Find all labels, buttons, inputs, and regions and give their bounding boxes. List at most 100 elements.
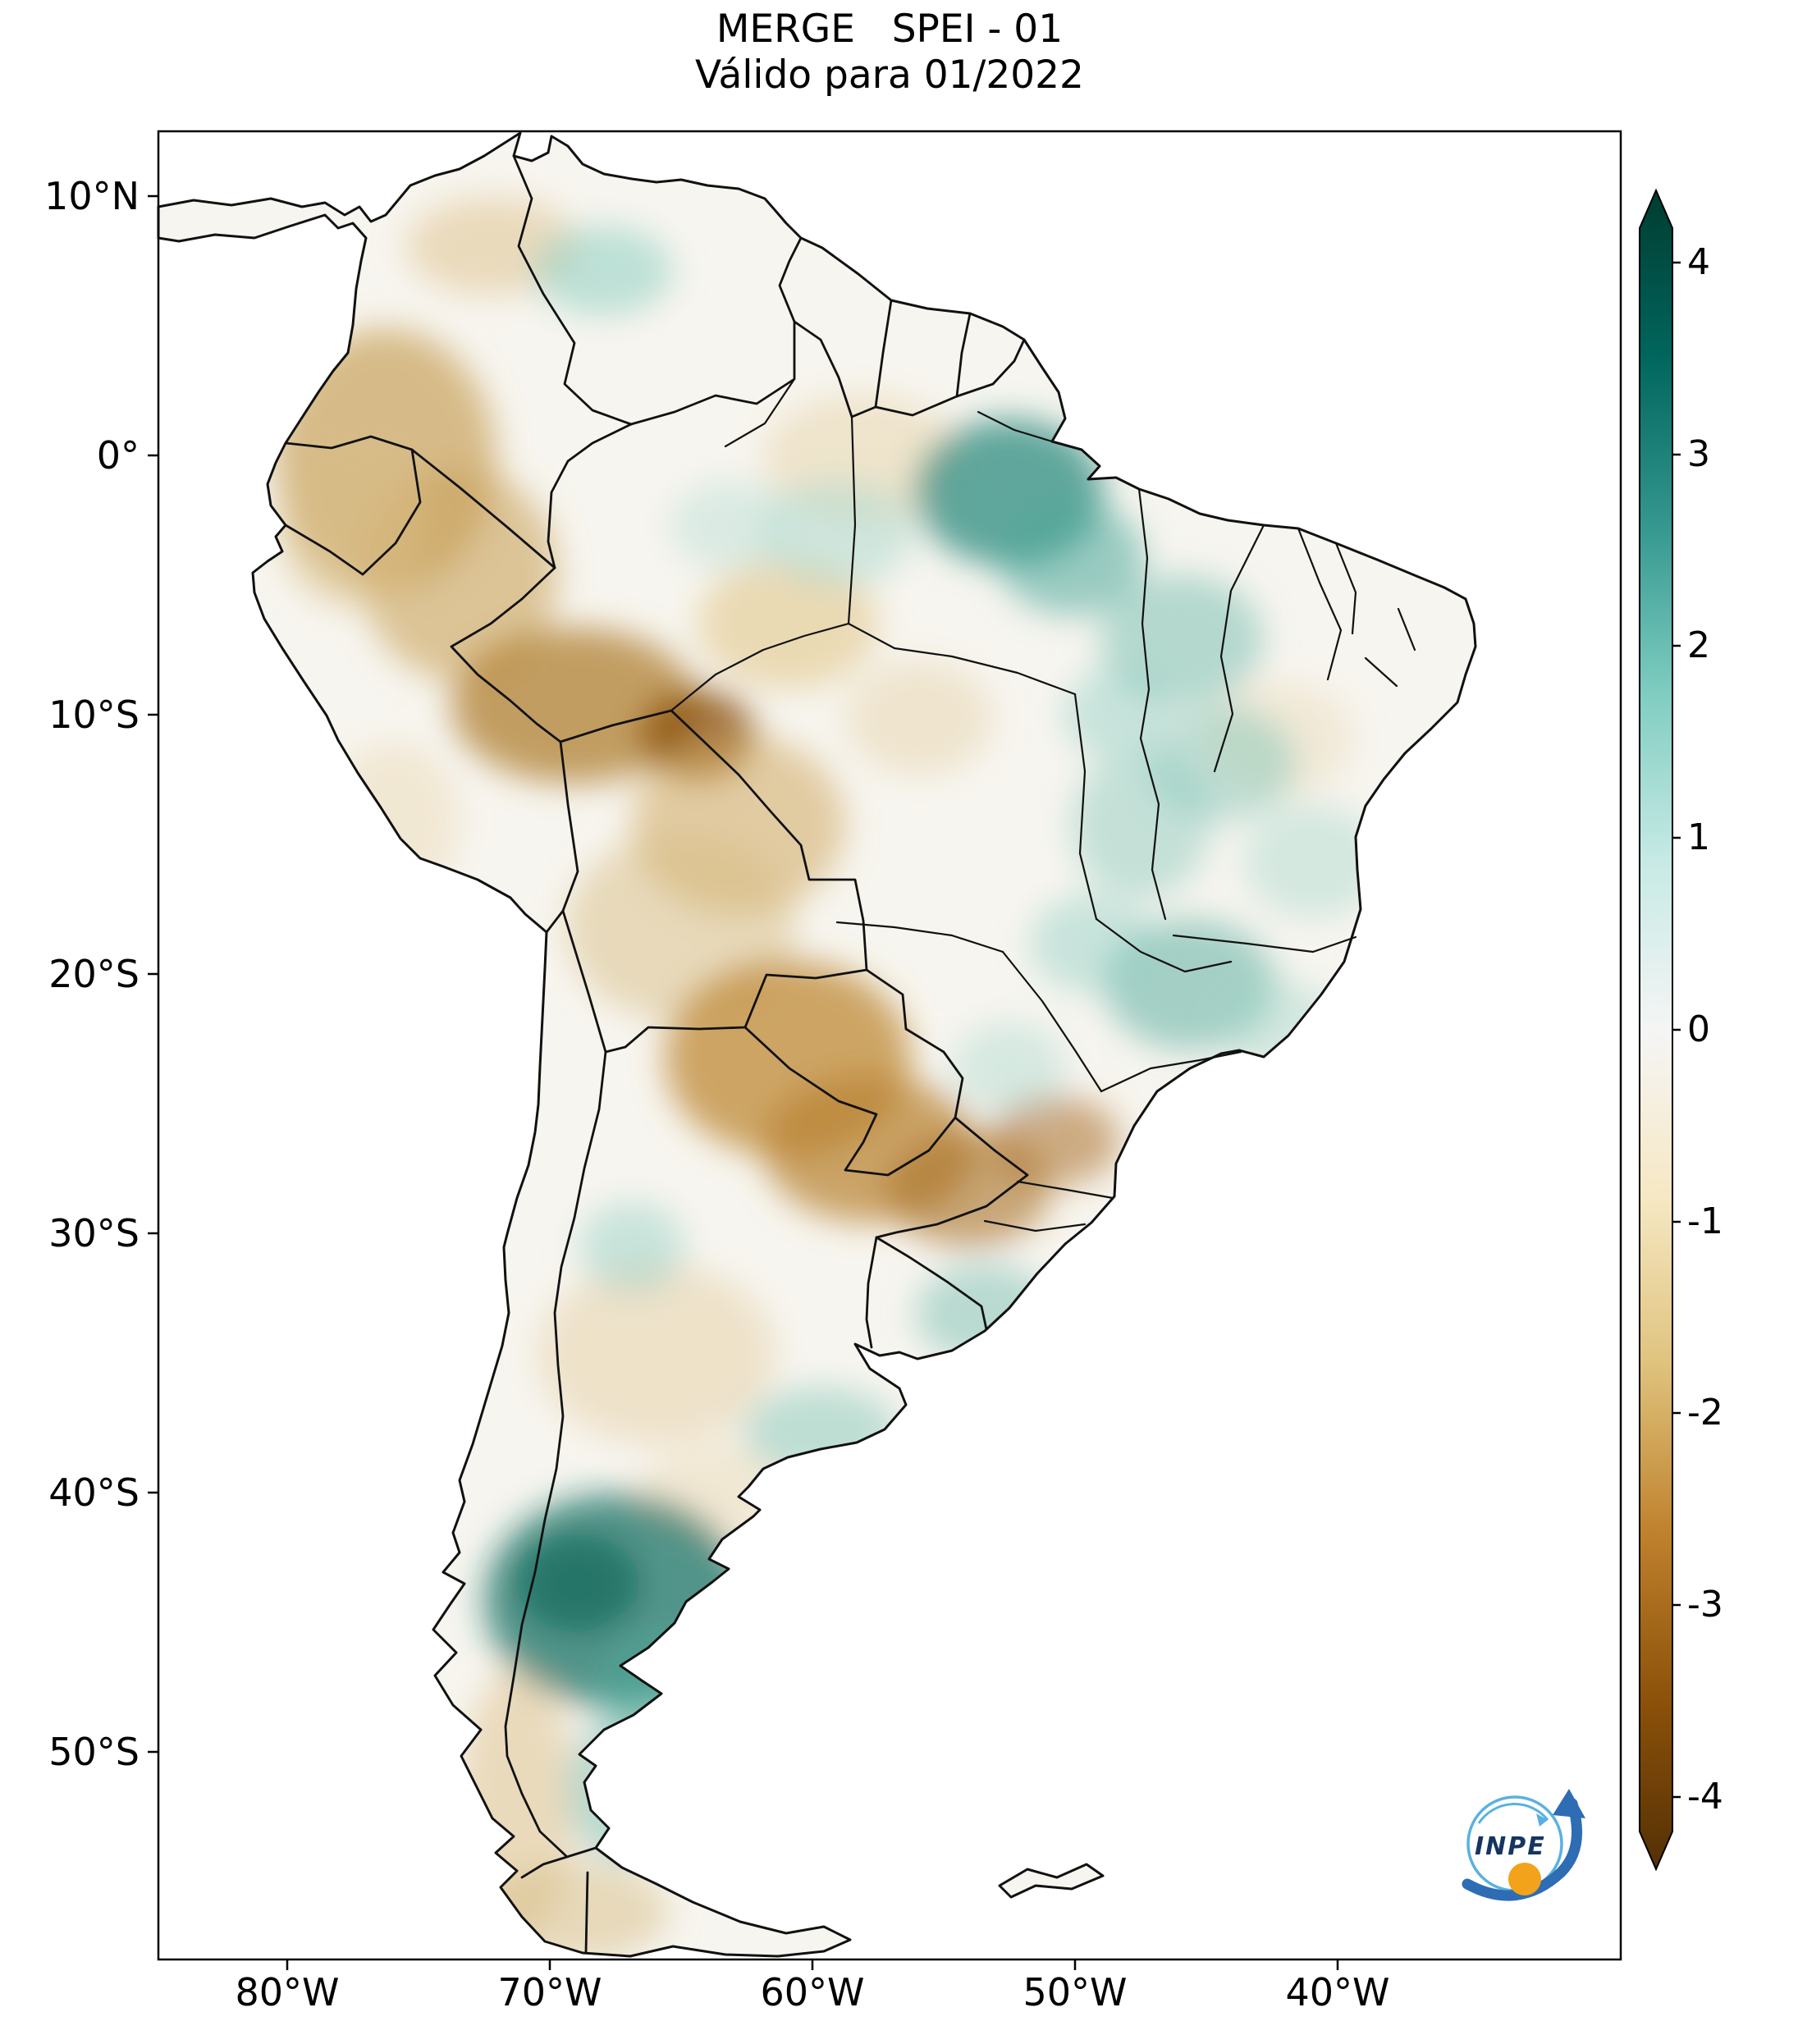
state-border-ms-sp	[1001, 950, 1103, 1093]
logo-swoosh-arrow-icon	[1462, 1798, 1582, 1901]
spei-region-para-mato-grosso-border	[845, 661, 993, 775]
state-border-pi-ce	[1297, 527, 1343, 681]
logo-swoosh-arrowhead-icon	[1553, 1789, 1585, 1818]
plot-frame	[157, 130, 1622, 1961]
figure-title-line1: MERGE SPEI - 01	[716, 7, 1064, 52]
state-border-go-mg	[1095, 917, 1233, 973]
border-frguiana-brazil	[955, 338, 1026, 398]
state-border-mg-sp	[1100, 1050, 1242, 1093]
spei-region-west-sao-paulo	[952, 1022, 1067, 1112]
y-tick-10n: 10°N	[44, 174, 140, 218]
country-borders	[284, 154, 1029, 1955]
spei-region-tocantins-west-bahia	[1071, 751, 1210, 899]
logo-orbit-arrowhead-icon	[1536, 1813, 1548, 1827]
cbar-tick-1: 1	[1687, 816, 1710, 858]
spei-region-south-amazonas	[698, 558, 878, 689]
state-border-pa-ma	[1137, 487, 1151, 740]
spei-region-buenos-aires	[743, 1387, 899, 1477]
x-axis-tickmarks	[286, 1959, 1339, 1970]
spei-region-patagonia-wet-core	[517, 1534, 640, 1633]
border-argentina-uruguay	[865, 1236, 878, 1349]
y-tick-10s: 10°S	[48, 693, 140, 737]
border-bolivia-paraguay	[743, 968, 868, 1029]
border-uruguay-brazil	[875, 1236, 988, 1331]
spei-region-araguaia	[1063, 669, 1169, 759]
spei-region-goias	[1030, 894, 1153, 993]
y-tick-0: 0°	[96, 433, 140, 478]
state-border-to-east	[1139, 737, 1167, 921]
state-border-sc-rs	[983, 1219, 1087, 1232]
border-ecuador-peru	[284, 448, 422, 576]
spei-region-peru-coast	[328, 743, 460, 899]
inpe-logo: INPE	[1462, 1789, 1585, 1901]
spei-region-acre-south-amazonas	[451, 628, 698, 784]
y-tick-30s: 30°S	[48, 1211, 140, 1255]
logo-orange-sphere-icon	[1508, 1863, 1541, 1895]
y-tick-20s: 20°S	[48, 952, 140, 996]
state-border-am-pa	[847, 415, 857, 625]
border-colombia-brazil	[547, 423, 633, 569]
state-border-ne-1	[1334, 542, 1357, 635]
state-border-to-west	[1073, 693, 1098, 921]
border-peru-bolivia	[545, 740, 579, 934]
spei-region-middle-amazonas	[669, 480, 792, 570]
spei-region-cordoba	[579, 1202, 685, 1292]
state-border-pr-sc	[1016, 1180, 1114, 1200]
border-guyana-suriname	[874, 299, 893, 409]
y-tick-40s: 40°S	[48, 1470, 140, 1515]
border-paraguay-brazil	[865, 968, 964, 1119]
cbar-tick-0: 0	[1687, 1008, 1710, 1050]
border-tierra-del-fuego	[584, 1871, 589, 1955]
y-tick-50s: 50°S	[48, 1730, 140, 1774]
cbar-tick-3: 3	[1687, 433, 1710, 475]
state-border-mt-ms	[835, 921, 1004, 953]
state-border-pa-mt	[847, 622, 1077, 696]
border-colombia-ecuador	[284, 435, 414, 451]
cbar-tick-2: 2	[1687, 624, 1710, 666]
spei-region-chubut-wet	[599, 1633, 747, 1748]
cbar-tick-m3: -3	[1687, 1584, 1723, 1626]
colorbar	[1639, 188, 1681, 1872]
border-chile-argentina	[504, 1050, 607, 1858]
border-argentina-brazil	[875, 1116, 1029, 1239]
cbar-tick-m4: -4	[1687, 1776, 1723, 1818]
figure-title-line2: Válido para 01/2022	[695, 53, 1084, 98]
border-suriname-brazil	[874, 395, 958, 417]
spei-region-central-argentina	[538, 1264, 775, 1444]
axis-ticks	[148, 194, 1339, 1970]
state-border-ne-2	[1397, 607, 1416, 652]
state-border-ma-pi	[1213, 524, 1265, 773]
x-tick-40w: 40°W	[1285, 1970, 1390, 2014]
border-suriname-frguiana	[955, 312, 972, 398]
cbar-tick-4: 4	[1687, 241, 1710, 283]
border-peru-brazil	[450, 566, 562, 743]
coastline	[157, 131, 1477, 1958]
spei-region-lower-amazon	[997, 501, 1145, 615]
spei-region-east-bahia	[1243, 804, 1383, 919]
border-venezuela-colombia	[512, 154, 633, 426]
x-tick-70w: 70°W	[497, 1970, 602, 2014]
logo-orbit-arc	[1477, 1803, 1549, 1824]
state-border-ba-mg	[1172, 934, 1357, 953]
border-bolivia-chile	[561, 909, 607, 1054]
colorbar-tickmarks	[1672, 261, 1681, 1799]
spei-region-south-venezuela	[533, 226, 673, 316]
border-colombia-peru	[410, 448, 556, 569]
border-paraguay-argentina	[743, 1026, 957, 1177]
x-tick-60w: 60°W	[760, 1970, 865, 2014]
x-tick-80w: 80°W	[235, 1970, 340, 2014]
border-strait-of-magellan	[520, 1846, 597, 1879]
border-venezuela-guyana	[778, 236, 803, 323]
border-bolivia-brazil	[559, 709, 868, 972]
spei-region-parana-santa-catarina	[989, 1095, 1120, 1186]
logo-inpe-text: INPE	[1475, 1832, 1546, 1861]
colorbar-gradient-bar	[1639, 188, 1673, 1872]
spei-region-north-of-manaus	[759, 480, 915, 587]
border-venezuela-brazil	[629, 320, 796, 426]
state-borders	[670, 377, 1416, 1232]
state-border-am-ro	[670, 622, 850, 712]
coastline-island	[998, 1863, 1105, 1899]
spei-region-santa-cruz-wet	[566, 1715, 681, 1863]
